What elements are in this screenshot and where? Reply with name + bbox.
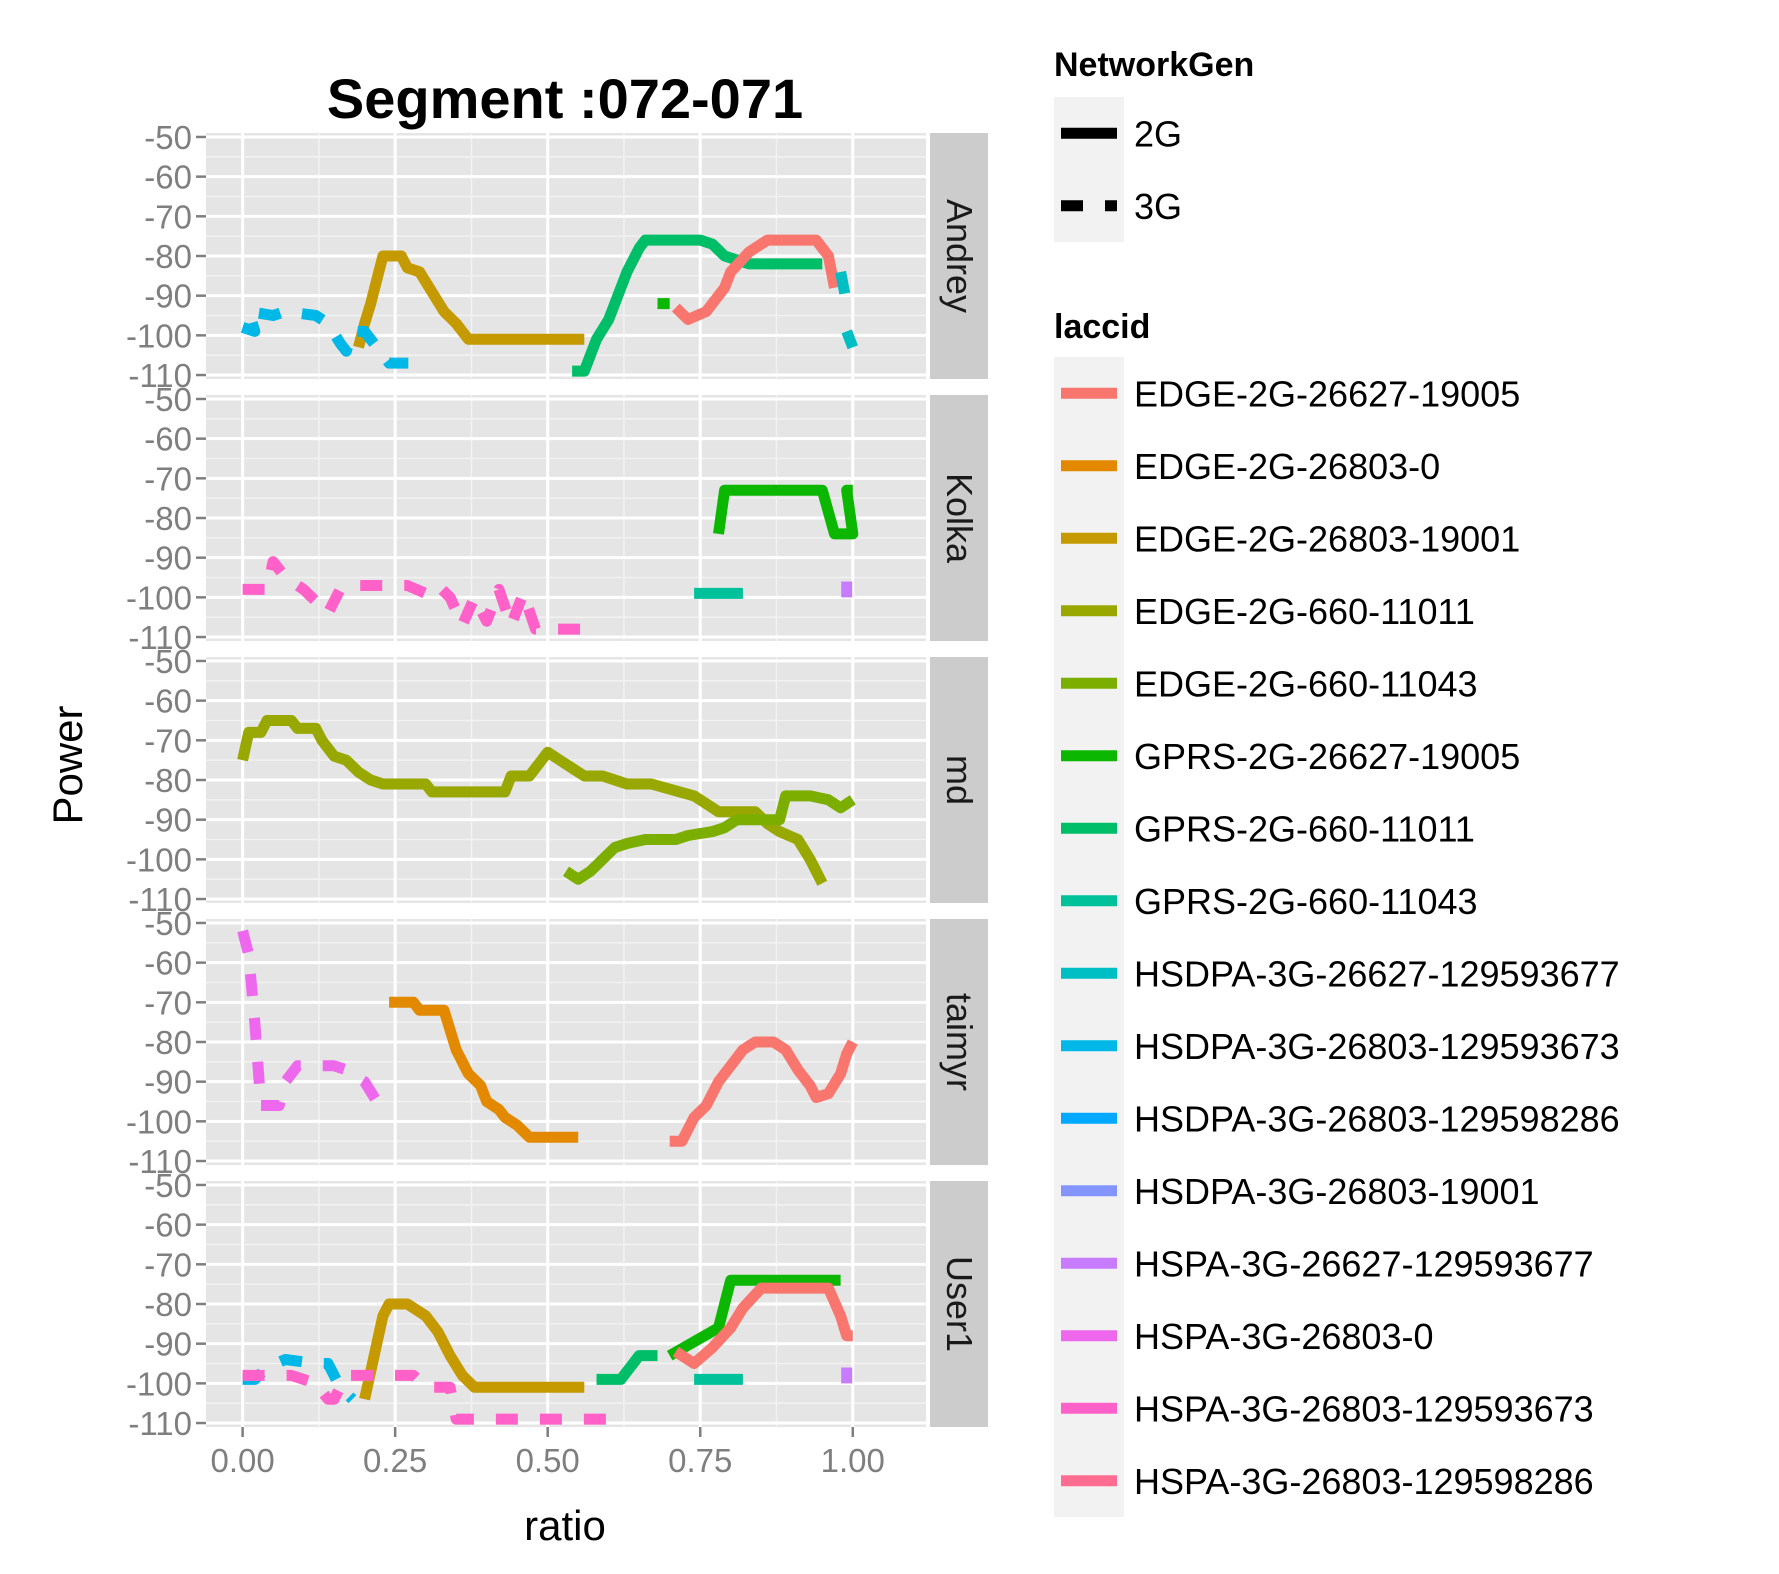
legend-label: GPRS-2G-660-11043 [1134,881,1478,922]
y-tick-label: -70 [144,984,192,1021]
facet-strip [930,395,988,641]
legend-label: GPRS-2G-660-11011 [1134,808,1475,849]
legend-label: HSPA-3G-26627-129593677 [1134,1243,1594,1284]
x-tick-label: 0.50 [516,1442,580,1479]
legend-label: HSPA-3G-26803-129598286 [1134,1461,1594,1502]
x-axis: 0.00 0.25 0.50 0.75 1.00 [210,1427,885,1479]
legend-label: EDGE-2G-26627-19005 [1134,373,1520,414]
y-tick-label: -50 [144,1167,192,1204]
legend-label: EDGE-2G-660-11011 [1134,591,1475,632]
y-tick-label: -70 [144,1246,192,1283]
y-tick-label: -70 [144,198,192,235]
legend-label: 3G [1134,186,1182,227]
panel-kolka: Kolka -50-60-70-80-90-100-110 [126,381,988,656]
y-tick-label: -110 [128,1405,192,1442]
series-line-edge-2g-660-11011 [237,715,828,886]
panel-md: md -50-60-70-80-90-100-110 [126,643,988,918]
y-tick-label: -70 [144,722,192,759]
x-tick-label: 0.75 [668,1442,732,1479]
series-line-hspa-3g-26803-129593673 [242,1369,609,1425]
y-tick-label: -70 [144,460,192,497]
legend-label: 2G [1134,113,1182,154]
legend-title-laccid: laccid [1054,308,1150,346]
y-tick-label: -60 [144,159,192,196]
y-axis-title: Power [44,705,91,824]
legend-label: HSPA-3G-26803-0 [1134,1316,1433,1357]
series-line-edge-2g-660-11043 [563,790,856,885]
series-line-edge-2g-26627-19005 [672,1282,853,1369]
series-line-edge-2g-26803-19001 [359,1298,585,1401]
y-tick-label: -90 [144,1064,192,1101]
y-tick-label: -100 [126,579,192,616]
facet-strip-label: taimyr [939,993,980,1091]
y-tick-label: -50 [144,905,192,942]
y-tick-label: -110 [128,619,192,656]
y-tick-label: -60 [144,1207,192,1244]
legend-label: EDGE-2G-26803-19001 [1134,518,1520,559]
legend-label: EDGE-2G-26803-0 [1134,446,1440,487]
facet-strip-label: md [939,755,980,805]
y-tick-label: -80 [144,238,192,275]
y-tick-label: -110 [128,1143,192,1180]
legend-label: HSPA-3G-26803-129593673 [1134,1388,1594,1429]
x-tick-label: 1.00 [821,1442,885,1479]
series-line-gprs-2g-660-11011 [572,234,823,377]
series-line-edge-2g-26627-19005 [671,234,840,325]
y-tick-label: -60 [144,945,192,982]
series-line-edge-2g-26627-19005 [669,1036,858,1147]
series-line-hsdpa-3g-26627-129593677 [841,329,858,350]
y-tick-label: -90 [144,540,192,577]
series-line-gprs-2g-26627-19005 [713,484,859,540]
panel-andrey: Andrey -50-60-70-80-90-100-110 [126,119,988,394]
facet-strip [930,133,988,379]
legend-label: GPRS-2G-26627-19005 [1134,736,1520,777]
y-tick-label: -110 [128,357,192,394]
legend-label: HSDPA-3G-26803-129593673 [1134,1026,1620,1067]
series-line-edge-2g-26803-0 [389,996,579,1143]
series-line-gprs-2g-660-11011 [596,1350,658,1385]
y-tick-label: -90 [144,802,192,839]
x-axis-title: ratio [524,1502,606,1549]
facet-strip-label: User1 [939,1256,980,1352]
chart-title: Segment :072-071 [327,67,803,130]
series-line-hsdpa-3g-26627-129593677 [835,270,853,305]
x-tick-label: 0.00 [210,1442,274,1479]
legend-label: HSDPA-3G-26803-129598286 [1134,1098,1620,1139]
y-tick-label: -50 [144,381,192,418]
y-tick-label: -80 [144,1286,192,1323]
facet-strip-label: Andrey [939,199,980,313]
y-tick-label: -80 [144,1024,192,1061]
y-tick-label: -60 [144,683,192,720]
y-tick-label: -100 [126,1365,192,1402]
y-tick-label: -100 [126,841,192,878]
y-tick-label: -50 [144,643,192,680]
facet-strip-label: Kolka [939,473,980,564]
legend-title-networkgen: NetworkGen [1054,46,1254,84]
y-tick-label: -110 [128,881,192,918]
facet-panels: Andrey-50-60-70-80-90-100-110Kolka-50-60… [126,119,988,1442]
y-tick-label: -50 [144,119,192,156]
x-tick-label: 0.25 [363,1442,427,1479]
series-line-gprs-2g-26627-19005 [666,1274,841,1361]
panel-taimyr: taimyr -50-60-70-80-90-100-110 [126,905,988,1180]
y-tick-label: -90 [144,278,192,315]
series-line-edge-2g-26803-19001 [353,250,585,349]
legend-label: HSDPA-3G-26803-19001 [1134,1171,1540,1212]
legend-label: HSDPA-3G-26627-129593677 [1134,953,1620,994]
legend-label: EDGE-2G-660-11043 [1134,663,1478,704]
facet-strip [930,657,988,903]
panel-user1: User1 -50-60-70-80-90-100-110 [126,1167,988,1442]
y-tick-label: -90 [144,1326,192,1363]
y-tick-label: -80 [144,500,192,537]
y-tick-label: -80 [144,762,192,799]
facet-strip [930,919,988,1165]
y-tick-label: -60 [144,421,192,458]
y-tick-label: -100 [126,1103,192,1140]
y-tick-label: -100 [126,317,192,354]
facet-strip [930,1181,988,1427]
legend: NetworkGen 2G 3G laccid EDGE-2G-26627-19005 E… [1054,46,1620,1517]
